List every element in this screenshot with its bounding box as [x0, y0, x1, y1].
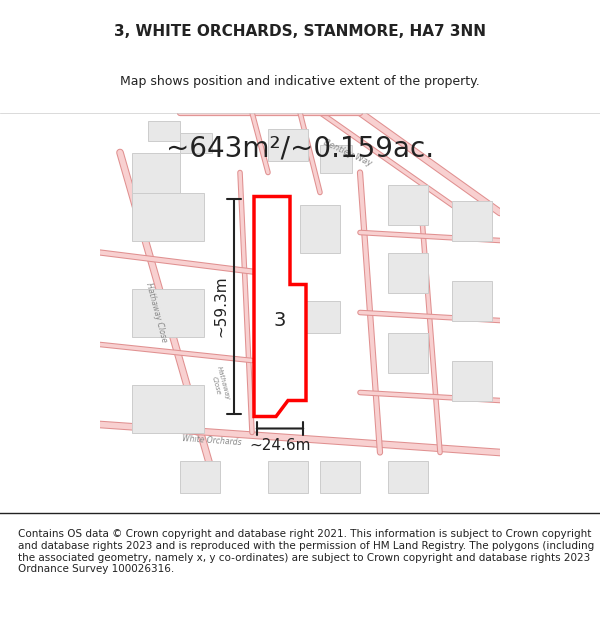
Text: ~24.6m: ~24.6m — [249, 439, 311, 454]
Polygon shape — [132, 192, 204, 241]
Text: White Orchards: White Orchards — [182, 434, 242, 447]
Text: Contains OS data © Crown copyright and database right 2021. This information is : Contains OS data © Crown copyright and d… — [18, 529, 594, 574]
Polygon shape — [388, 184, 428, 224]
Polygon shape — [452, 281, 492, 321]
Text: Bentley Way: Bentley Way — [322, 138, 374, 168]
Polygon shape — [180, 132, 212, 152]
Polygon shape — [180, 461, 220, 492]
Text: Hathaway
Close: Hathaway Close — [209, 366, 231, 403]
Text: 3, WHITE ORCHARDS, STANMORE, HA7 3NN: 3, WHITE ORCHARDS, STANMORE, HA7 3NN — [114, 24, 486, 39]
Polygon shape — [132, 289, 204, 336]
Text: Hathaway Close: Hathaway Close — [143, 282, 169, 343]
Polygon shape — [132, 152, 180, 192]
Polygon shape — [388, 253, 428, 292]
Polygon shape — [452, 361, 492, 401]
Polygon shape — [388, 332, 428, 372]
Polygon shape — [268, 461, 308, 492]
Polygon shape — [300, 204, 340, 252]
Text: Map shows position and indicative extent of the property.: Map shows position and indicative extent… — [120, 74, 480, 88]
Polygon shape — [452, 201, 492, 241]
Polygon shape — [320, 461, 360, 492]
Text: ~59.3m: ~59.3m — [213, 276, 228, 338]
Polygon shape — [388, 461, 428, 492]
Text: 3: 3 — [274, 311, 286, 330]
Polygon shape — [300, 301, 340, 332]
Text: ~643m²/~0.159ac.: ~643m²/~0.159ac. — [166, 134, 434, 162]
Polygon shape — [132, 384, 204, 432]
Polygon shape — [254, 196, 306, 416]
Polygon shape — [268, 129, 308, 161]
Polygon shape — [320, 144, 352, 172]
Polygon shape — [148, 121, 180, 141]
